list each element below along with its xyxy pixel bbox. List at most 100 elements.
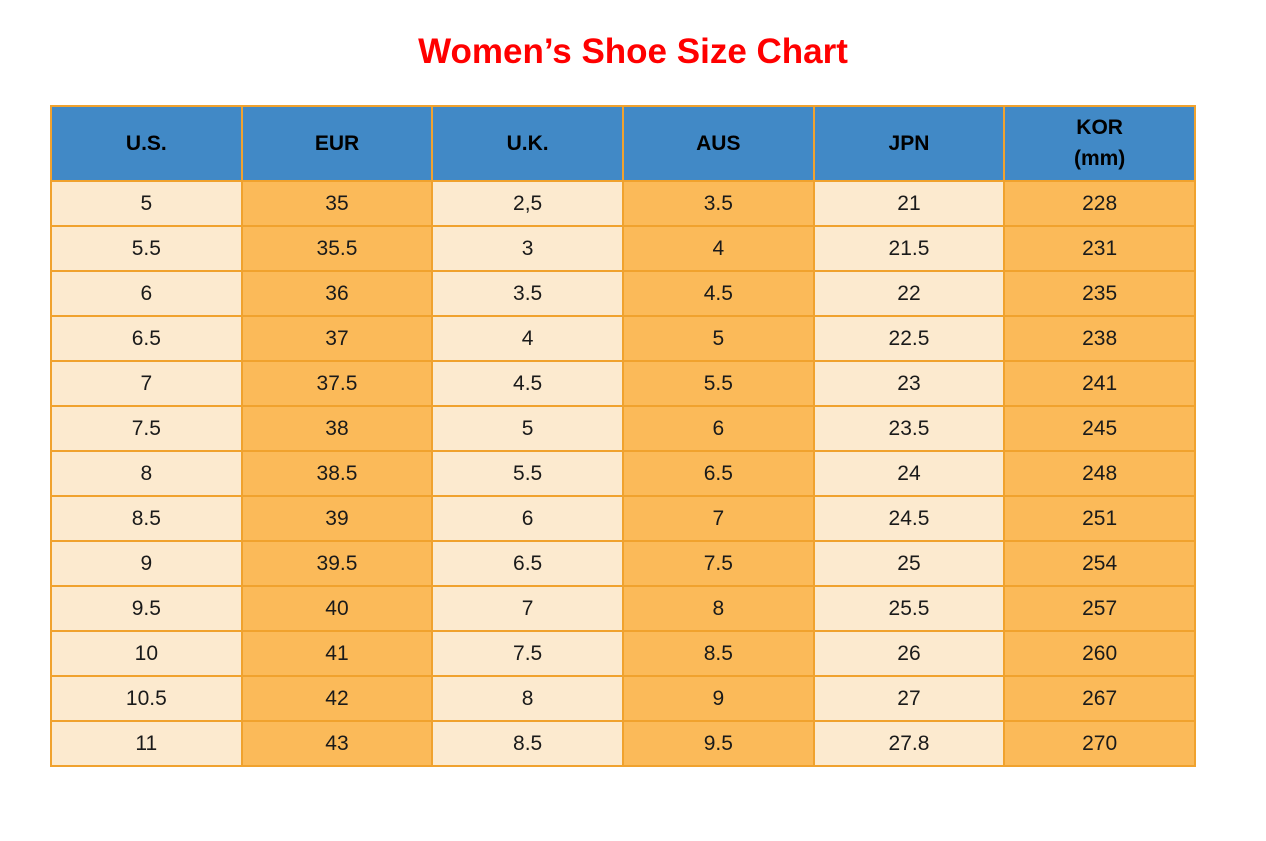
cell-aus: 4 (621, 225, 815, 273)
cell-jpn: 21.5 (812, 225, 1006, 273)
column-header-eur: EUR (240, 105, 434, 183)
cell-aus: 8 (621, 585, 815, 633)
table-row: 10.5 42 8 9 27 267 (50, 675, 1196, 723)
cell-us: 6 (50, 270, 243, 318)
cell-jpn: 27 (812, 675, 1006, 723)
cell-jpn: 24.5 (812, 495, 1006, 543)
cell-kor: 248 (1003, 450, 1196, 498)
cell-kor: 254 (1003, 540, 1196, 588)
cell-aus: 9 (621, 675, 815, 723)
cell-jpn: 23 (812, 360, 1006, 408)
cell-jpn: 22.5 (812, 315, 1006, 363)
cell-us: 9.5 (50, 585, 243, 633)
table-row: 6 36 3.5 4.5 22 235 (50, 270, 1196, 318)
cell-eur: 38.5 (240, 450, 434, 498)
cell-us: 10.5 (50, 675, 243, 723)
cell-uk: 6 (431, 495, 624, 543)
cell-uk: 6.5 (431, 540, 624, 588)
cell-uk: 7 (431, 585, 624, 633)
cell-us: 7 (50, 360, 243, 408)
cell-jpn: 26 (812, 630, 1006, 678)
column-header-label: U.K. (506, 131, 549, 155)
page-title: Women’s Shoe Size Chart (418, 32, 848, 71)
cell-eur: 35.5 (240, 225, 434, 273)
cell-kor: 245 (1003, 405, 1196, 453)
cell-kor: 231 (1003, 225, 1196, 273)
cell-aus: 8.5 (621, 630, 815, 678)
table-row: 9 39.5 6.5 7.5 25 254 (50, 540, 1196, 588)
cell-kor: 241 (1003, 360, 1196, 408)
cell-aus: 4.5 (621, 270, 815, 318)
cell-us: 8 (50, 450, 243, 498)
cell-eur: 37.5 (240, 360, 434, 408)
column-header-label: KOR (1076, 116, 1123, 140)
cell-eur: 36 (240, 270, 434, 318)
cell-jpn: 24 (812, 450, 1006, 498)
cell-aus: 7.5 (621, 540, 815, 588)
table-row: 6.5 37 4 5 22.5 238 (50, 315, 1196, 363)
cell-kor: 260 (1003, 630, 1196, 678)
cell-eur: 38 (240, 405, 434, 453)
cell-us: 10 (50, 630, 243, 678)
column-header-jpn: JPN (812, 105, 1006, 183)
cell-uk: 2,5 (431, 180, 624, 228)
cell-eur: 42 (240, 675, 434, 723)
cell-kor: 257 (1003, 585, 1196, 633)
cell-uk: 4 (431, 315, 624, 363)
cell-kor: 228 (1003, 180, 1196, 228)
cell-uk: 5.5 (431, 450, 624, 498)
table-header: U.S. EUR U.K. AUS JPN KOR (mm) (50, 105, 1196, 183)
cell-eur: 39 (240, 495, 434, 543)
column-header-label: EUR (314, 131, 360, 155)
column-header-kor: KOR (mm) (1003, 105, 1196, 183)
cell-uk: 8.5 (431, 720, 624, 768)
cell-kor: 238 (1003, 315, 1196, 363)
cell-us: 8.5 (50, 495, 243, 543)
cell-us: 11 (50, 720, 243, 768)
column-header-us: U.S. (50, 105, 243, 183)
cell-us: 7.5 (50, 405, 243, 453)
column-header-label: AUS (696, 131, 741, 155)
cell-kor: 251 (1003, 495, 1196, 543)
column-header-label: JPN (888, 131, 930, 155)
cell-jpn: 25 (812, 540, 1006, 588)
cell-jpn: 22 (812, 270, 1006, 318)
table-row: 5.5 35.5 3 4 21.5 231 (50, 225, 1196, 273)
cell-jpn: 21 (812, 180, 1006, 228)
table-row: 8.5 39 6 7 24.5 251 (50, 495, 1196, 543)
cell-us: 9 (50, 540, 243, 588)
cell-jpn: 25.5 (812, 585, 1006, 633)
cell-us: 6.5 (50, 315, 243, 363)
cell-aus: 6.5 (621, 450, 815, 498)
table-row: 8 38.5 5.5 6.5 24 248 (50, 450, 1196, 498)
column-header-label: U.S. (125, 131, 167, 155)
cell-aus: 7 (621, 495, 815, 543)
cell-aus: 9.5 (621, 720, 815, 768)
cell-eur: 35 (240, 180, 434, 228)
cell-eur: 37 (240, 315, 434, 363)
cell-uk: 3.5 (431, 270, 624, 318)
cell-eur: 39.5 (240, 540, 434, 588)
cell-eur: 41 (240, 630, 434, 678)
cell-kor: 267 (1003, 675, 1196, 723)
shoe-size-table: U.S. EUR U.K. AUS JPN KOR (mm) 5 35 2,5 3.5 21 228 5… (50, 105, 1196, 768)
cell-jpn: 23.5 (812, 405, 1006, 453)
cell-aus: 5 (621, 315, 815, 363)
cell-aus: 3.5 (621, 180, 815, 228)
table-row: 10 41 7.5 8.5 26 260 (50, 630, 1196, 678)
cell-us: 5.5 (50, 225, 243, 273)
cell-uk: 8 (431, 675, 624, 723)
cell-jpn: 27.8 (812, 720, 1006, 768)
cell-eur: 40 (240, 585, 434, 633)
cell-uk: 7.5 (431, 630, 624, 678)
cell-uk: 4.5 (431, 360, 624, 408)
cell-uk: 5 (431, 405, 624, 453)
table-row: 9.5 40 7 8 25.5 257 (50, 585, 1196, 633)
column-header-sublabel: (mm) (1073, 146, 1126, 170)
table-body: 5 35 2,5 3.5 21 228 5.5 35.5 3 4 21.5 231 6 36 3.5 4.5 2… (50, 180, 1196, 768)
cell-uk: 3 (431, 225, 624, 273)
column-header-aus: AUS (621, 105, 815, 183)
table-row: 11 43 8.5 9.5 27.8 270 (50, 720, 1196, 768)
column-header-uk: U.K. (431, 105, 624, 183)
